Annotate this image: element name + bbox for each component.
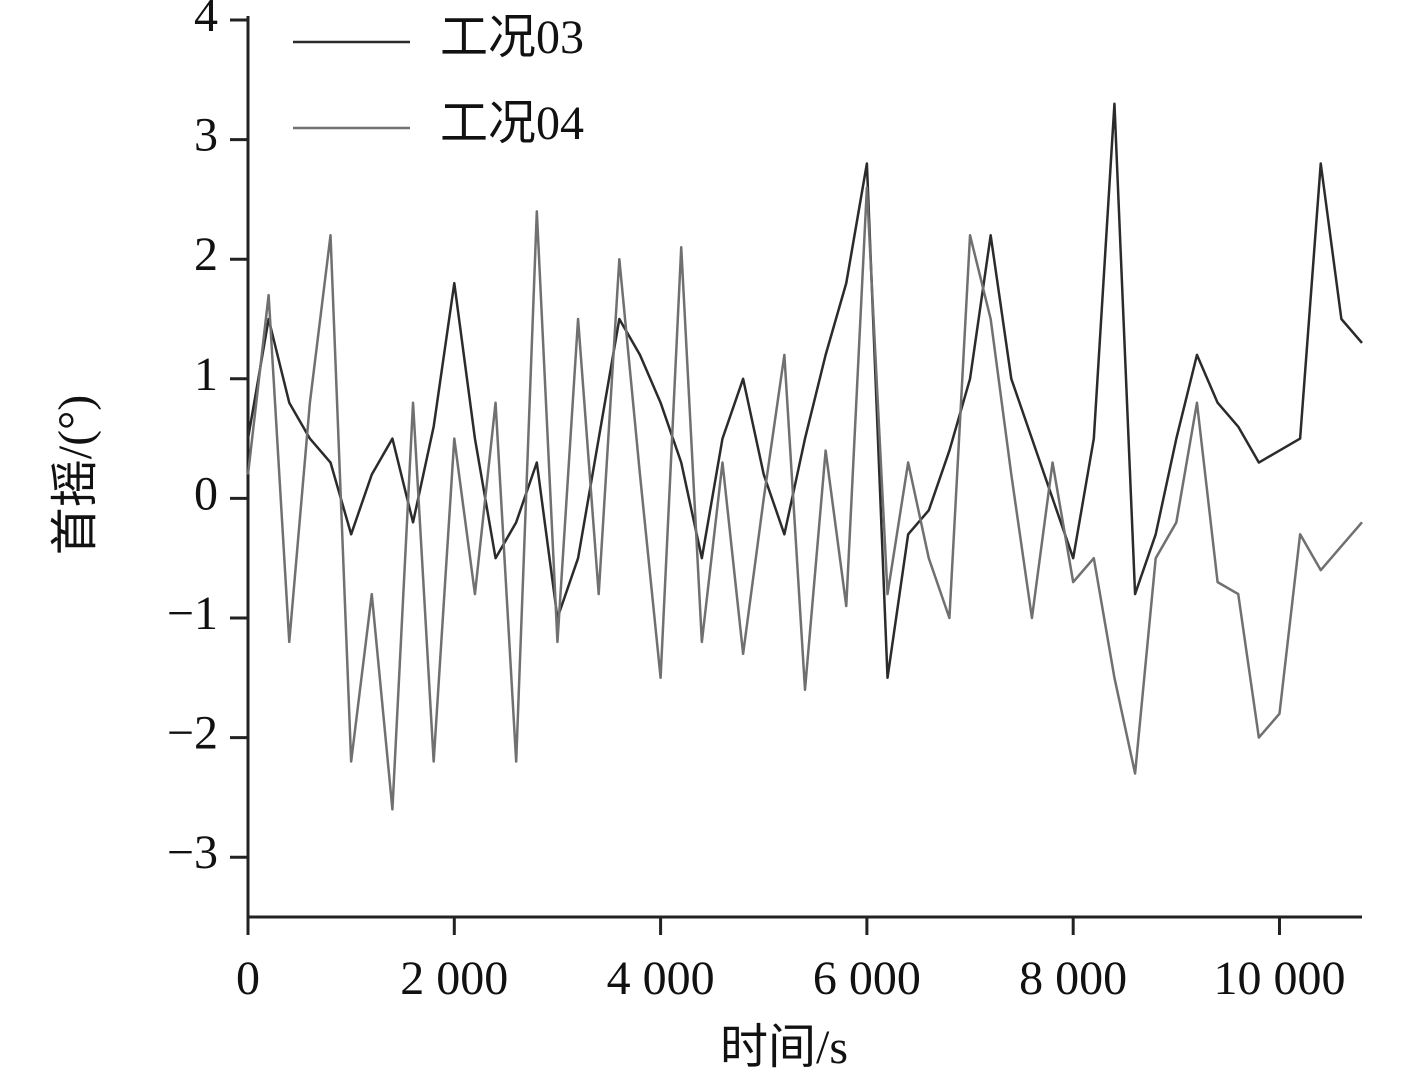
y-tick-label: 1 <box>194 348 218 401</box>
legend-label: 工况04 <box>440 97 584 150</box>
x-axis-title: 时间/s <box>720 1021 848 1074</box>
legend-label: 工况03 <box>440 11 584 64</box>
x-tick-label: 8 000 <box>1019 952 1127 1005</box>
y-tick-label: 4 <box>194 0 218 42</box>
y-tick-label: −2 <box>167 707 218 760</box>
y-tick-label: −1 <box>167 587 218 640</box>
y-tick-label: −3 <box>167 826 218 879</box>
data-line <box>246 102 1363 680</box>
x-tick-label: 0 <box>236 952 260 1005</box>
data-line <box>246 186 1363 811</box>
x-tick-label: 6 000 <box>813 952 921 1005</box>
x-tick-label: 4 000 <box>607 952 715 1005</box>
y-tick-label: 2 <box>194 228 218 281</box>
y-axis-title: 首摇/(°) <box>49 395 102 556</box>
x-tick-label: 2 000 <box>400 952 508 1005</box>
y-tick-label: 3 <box>194 109 218 162</box>
x-tick-label: 10 000 <box>1213 952 1345 1005</box>
y-tick-label: 0 <box>194 467 218 520</box>
